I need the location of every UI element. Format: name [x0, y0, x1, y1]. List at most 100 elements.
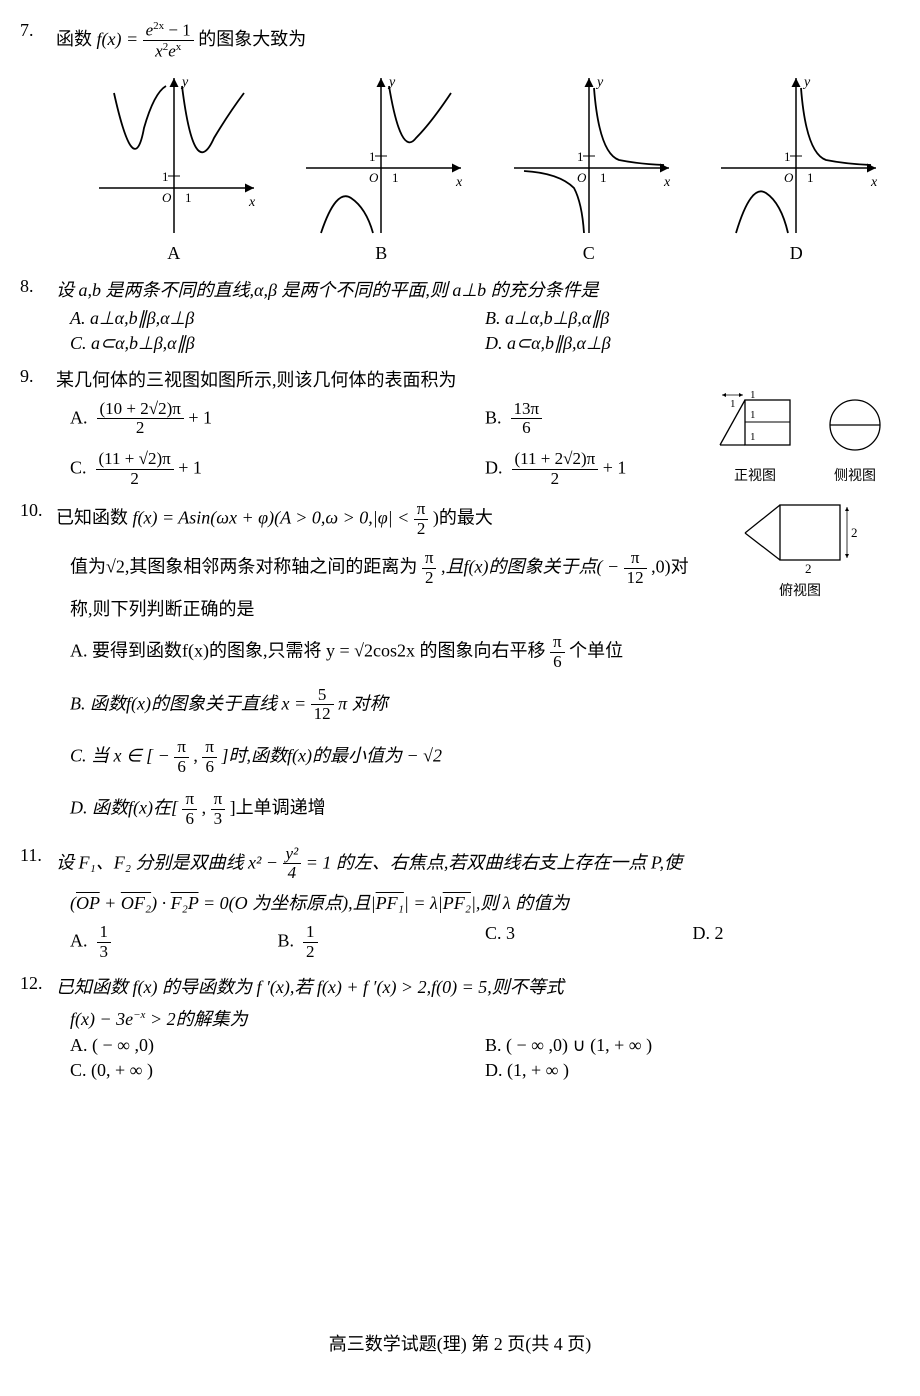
q8-text: 设 a,b 是两条不同的直线,α,β 是两个不同的平面,则 a⊥b 的充分条件是 [56, 276, 900, 302]
q9-d-den: 2 [512, 470, 599, 489]
q9-a-tail: + 1 [188, 407, 212, 427]
q10-c-p2: , [193, 745, 198, 765]
q10-d-f1d: 6 [182, 810, 197, 829]
q8-opt-a: A. a⊥α,b∥β,α⊥β [70, 308, 485, 329]
q11-l1-fn: y² [283, 845, 302, 865]
svg-text:y: y [387, 75, 396, 90]
top-view: 2 2 俯视图 [735, 495, 865, 600]
q7-number: 7. [20, 20, 56, 41]
q9-opt-c: C. (11 + √2)π2 + 1 [70, 450, 485, 488]
q10-l2-f1d: 2 [422, 569, 437, 588]
q7-func: f(x) = e2x − 1 x2ex [97, 29, 199, 49]
q7-label-c: C [499, 243, 679, 264]
q11-b-den: 2 [303, 943, 318, 962]
svg-text:2: 2 [805, 561, 812, 575]
svg-text:y: y [595, 75, 604, 90]
q10-b-fd: 12 [311, 705, 334, 724]
q10-c-f1d: 6 [174, 758, 189, 777]
q10-d-f2n: π [211, 790, 226, 810]
q10-d-f1n: π [182, 790, 197, 810]
svg-text:O: O [577, 170, 587, 185]
q11-b-label: B. [278, 930, 295, 950]
q7-label-b: B [291, 243, 471, 264]
q10-d-p3: ]上单调递增 [230, 798, 326, 818]
q7-graph-d: O 1 1 x y D [706, 68, 886, 264]
q8-number: 8. [20, 276, 56, 297]
q7-label-a: A [84, 243, 264, 264]
svg-text:x: x [455, 175, 463, 190]
q7-graphs: O 1 1 x y A O 1 1 x y [70, 68, 900, 264]
q10-c-p3: ]时,函数f(x)的最小值为 − √2 [222, 745, 443, 765]
q10-l2-f1n: π [422, 549, 437, 569]
q7-svg-a: O 1 1 x y [84, 68, 264, 238]
q7-fden-esup: x [176, 41, 182, 53]
q11-a-label: A. [70, 930, 88, 950]
q9-b-den: 6 [511, 419, 543, 438]
q7-label-d: D [706, 243, 886, 264]
svg-text:1: 1 [392, 170, 399, 185]
top-view-label: 俯视图 [735, 580, 865, 600]
q12-opt-b: B. ( − ∞ ,0) ∪ (1, + ∞ ) [485, 1035, 900, 1056]
q7-fden-e: e [168, 42, 176, 61]
q11-a-num: 1 [97, 923, 112, 943]
q10-l2-f2d: 12 [624, 569, 647, 588]
q12-line1: 已知函数 f(x) 的导函数为 f ′(x),若 f(x) + f ′(x) >… [56, 973, 900, 999]
q10-c-p1: C. 当 x ∈ [ − [70, 745, 174, 765]
q8-opt-b: B. a⊥α,b⊥β,α∥β [485, 308, 900, 329]
q11-opt-a: A. 13 [70, 923, 278, 961]
q10-c-f2n: π [202, 738, 217, 758]
svg-text:1: 1 [577, 149, 584, 164]
svg-text:O: O [162, 190, 172, 205]
q7-fnum-tail: − 1 [164, 21, 191, 40]
q10-opt-b: B. 函数f(x)的图象关于直线 x = 512 π 对称 [70, 686, 900, 724]
q10-opt-a: A. 要得到函数f(x)的图象,只需将 y = √2cos2x 的图象向右平移 … [70, 633, 900, 671]
q7-graph-b: O 1 1 x y B [291, 68, 471, 264]
q10-a-p1: A. 要得到函数f(x)的图象,只需将 y = √2cos2x 的图象向右平移 [70, 641, 546, 661]
q10-number: 10. [20, 500, 56, 521]
svg-text:x: x [663, 175, 671, 190]
q10-l1-fn: π [414, 500, 429, 520]
q11-l1-p2: = 1 的左、右焦点,若双曲线右支上存在一点 P,使 [306, 852, 682, 872]
q12-opt-d: D. (1, + ∞ ) [485, 1060, 900, 1081]
q7-text: 函数 f(x) = e2x − 1 x2ex 的图象大致为 [56, 20, 900, 62]
q12-l2-sup: −x [133, 1009, 145, 1021]
q10-l2-f2n: π [624, 549, 647, 569]
q10-l2-p3: ,0)对 [651, 556, 689, 576]
svg-text:1: 1 [807, 170, 814, 185]
svg-text:1: 1 [730, 398, 736, 410]
q11-l1-fd: 4 [283, 864, 302, 883]
svg-text:y: y [802, 75, 811, 90]
q7-graph-a: O 1 1 x y A [84, 68, 264, 264]
page-footer: 高三数学试题(理) 第 2 页(共 4 页) [0, 1330, 920, 1356]
q9-c-num: (11 + √2)π [96, 450, 174, 470]
q10-b-fn: 5 [311, 686, 334, 706]
q12-l2-p1: f(x) − 3e [70, 1009, 133, 1029]
svg-text:O: O [369, 170, 379, 185]
q11-line1: 设 F₁、F₂ 分别是双曲线 x² − y²4 = 1 的左、右焦点,若双曲线右… [56, 845, 900, 883]
q7-suffix: 的图象大致为 [198, 29, 306, 49]
q10-l1-p2: )的最大 [433, 508, 493, 528]
svg-text:1: 1 [750, 390, 756, 401]
q9-d-tail: + 1 [603, 457, 627, 477]
q8-opt-c: C. a⊂α,b⊥β,α∥β [70, 333, 485, 354]
q11-opt-c: C. 3 [485, 923, 693, 961]
q7-fden-x: x [155, 42, 163, 61]
q10-l1-p1: 已知函数 [56, 508, 128, 528]
q11-line2: (OP + OF₂) · F₂P = 0(O 为坐标原点),且|PF₁| = λ… [70, 889, 900, 915]
side-view-label: 侧视图 [820, 465, 890, 485]
q9-d-label: D. [485, 457, 503, 477]
q10-a-fd: 6 [550, 653, 565, 672]
q9-opt-a: A. (10 + 2√2)π2 + 1 [70, 400, 485, 438]
q9-a-label: A. [70, 407, 88, 427]
q10-l2-p2: ,且f(x)的图象关于点( − [441, 556, 624, 576]
svg-text:x: x [248, 195, 256, 210]
q10-b-p2: π 对称 [338, 693, 388, 713]
question-7: 7. 函数 f(x) = e2x − 1 x2ex 的图象大致为 O 1 1 [20, 20, 900, 264]
q10-b-p1: B. 函数f(x)的图象关于直线 x = [70, 693, 311, 713]
q12-l2-p2: > 2的解集为 [145, 1009, 247, 1029]
svg-text:O: O [784, 170, 794, 185]
q10-d-p1: D. 函数f(x)在[ [70, 798, 178, 818]
q7-fnum-sup: 2x [153, 20, 164, 32]
q7-prefix: 函数 [56, 29, 92, 49]
svg-text:1: 1 [784, 149, 791, 164]
